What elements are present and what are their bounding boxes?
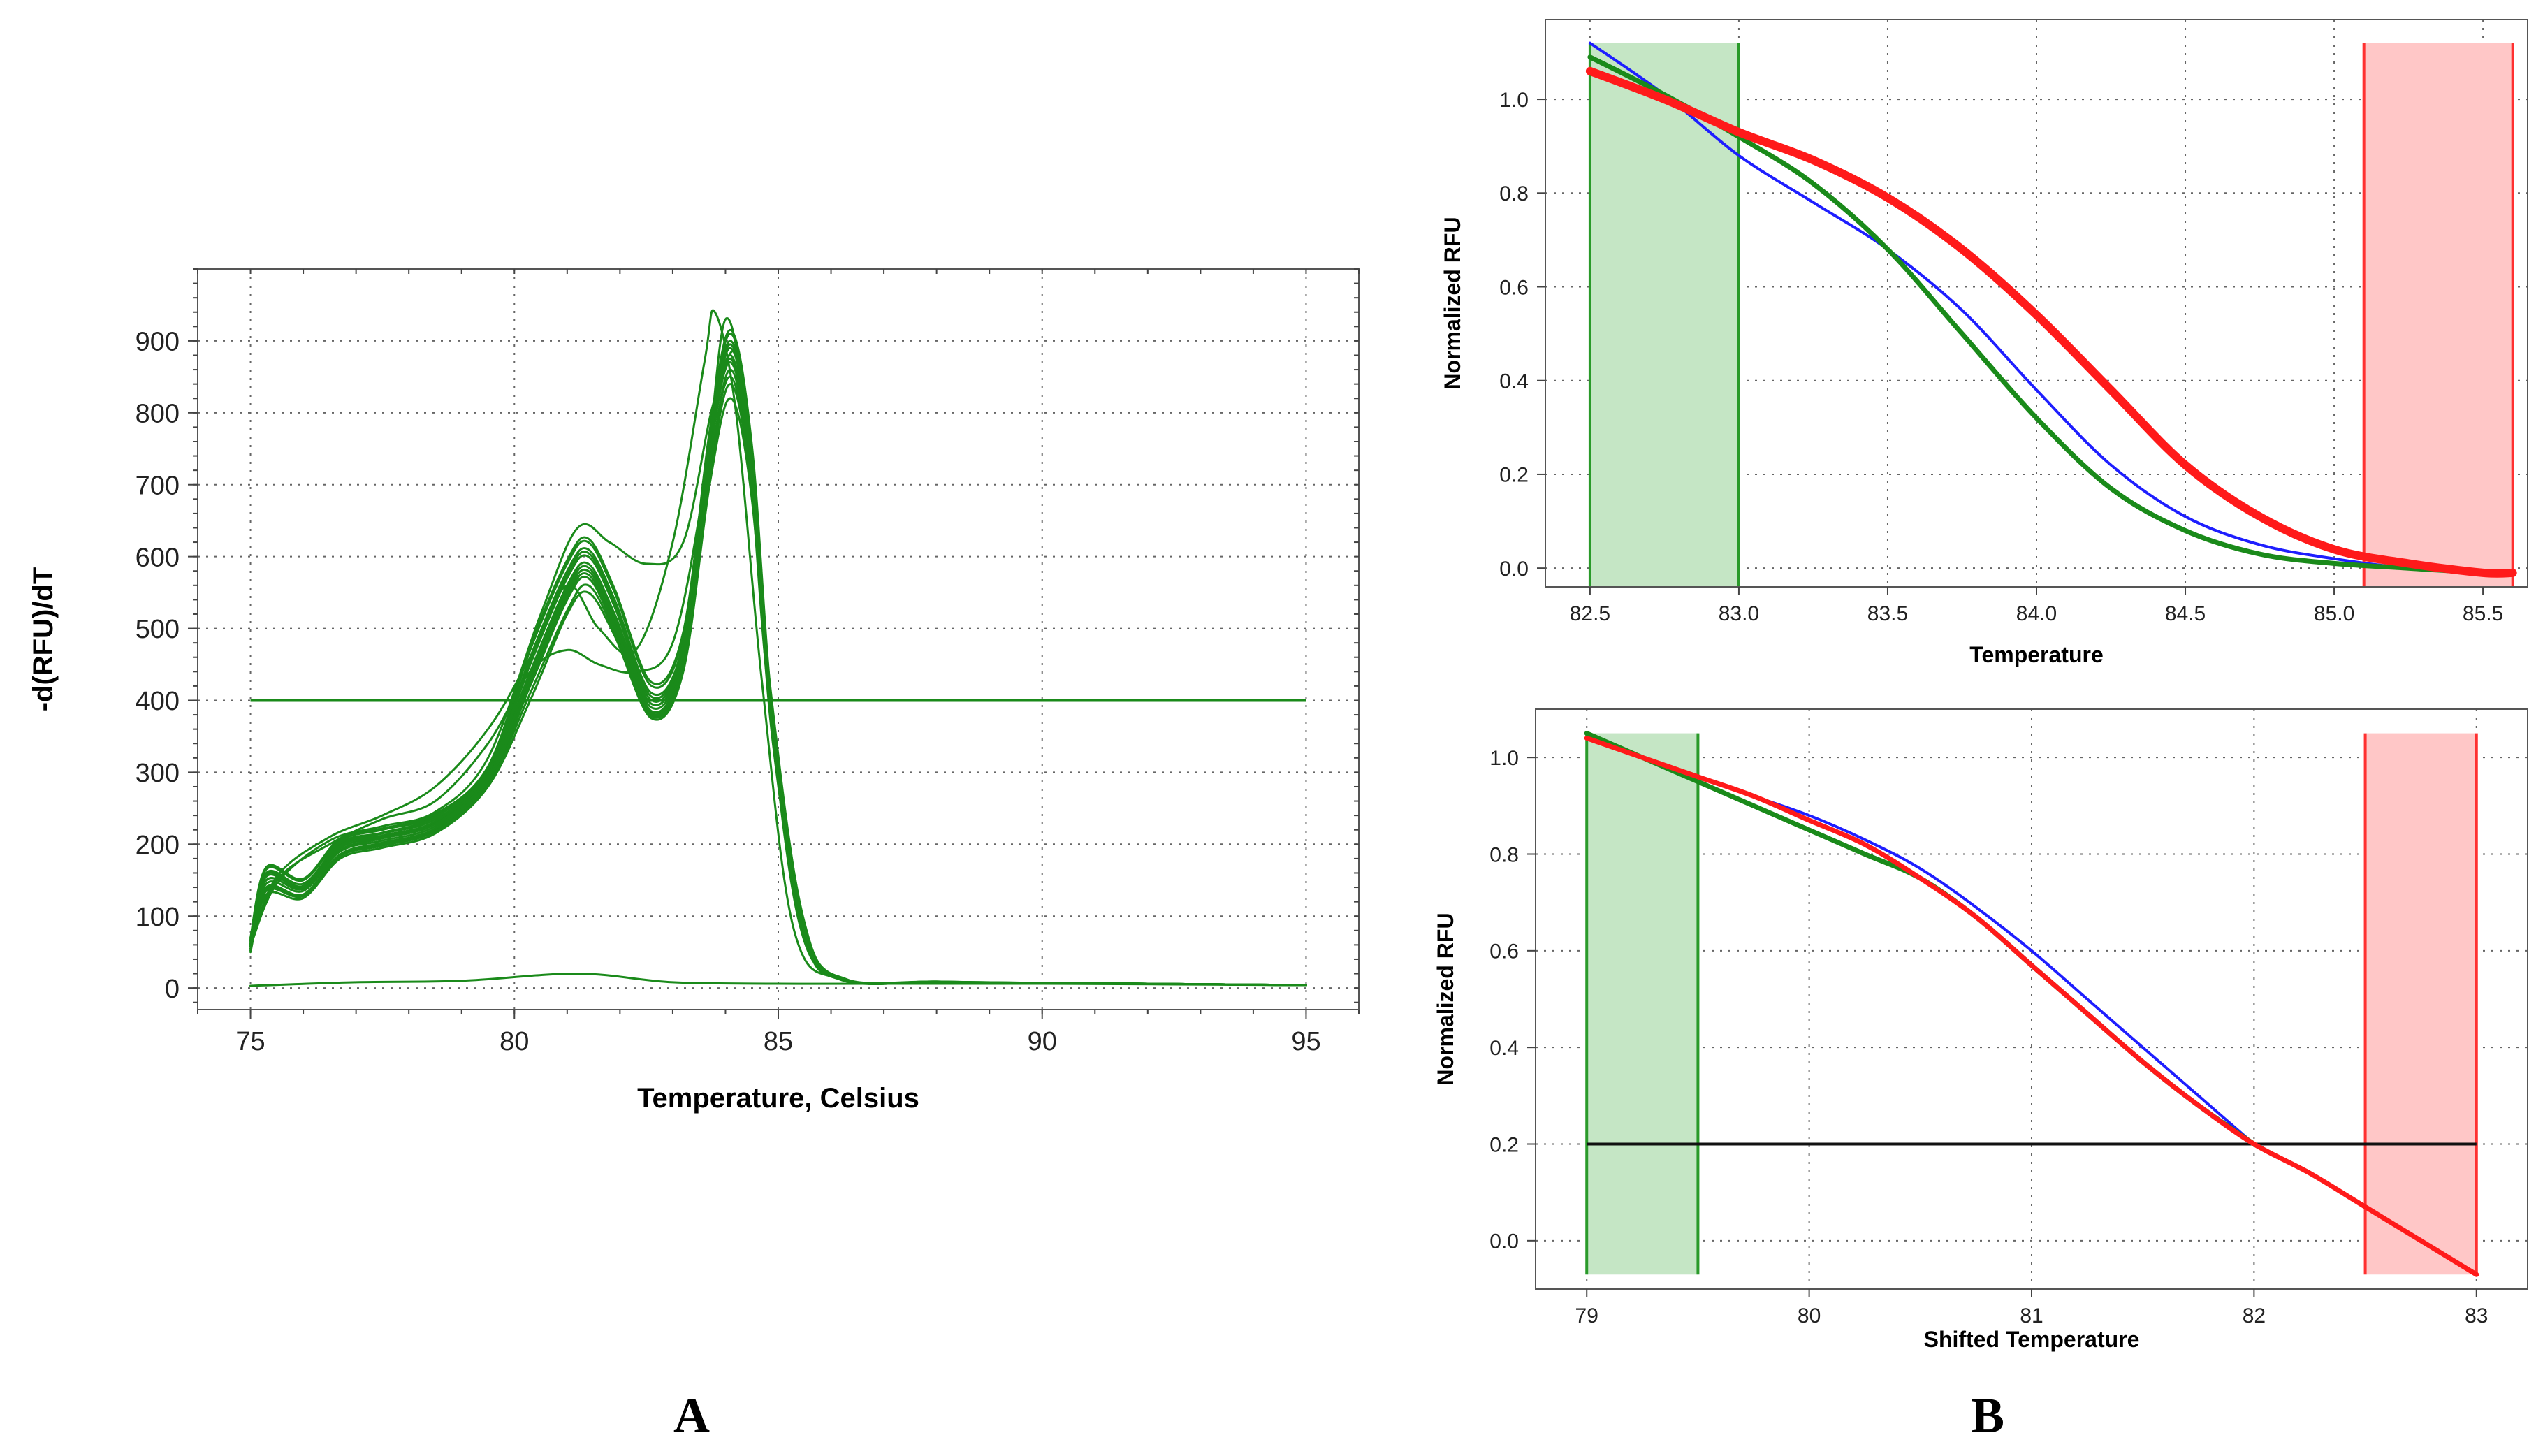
chart-b-bottom-y-axis-title: Normalized RFU: [1433, 912, 1458, 1085]
chart-a-y-tick-label: 0: [165, 975, 180, 1004]
chart-b-bottom-y-tick-label: 1.0: [1489, 747, 1519, 770]
chart-a-x-axis-title: Temperature, Celsius: [637, 1083, 919, 1114]
chart-b-top-y-tick-label: 0.2: [1499, 464, 1529, 487]
chart-b-top-x-tick-label: 85.0: [2314, 602, 2354, 625]
panel-label-b: B: [1971, 1388, 2004, 1443]
chart-b-bottom-y-tick-label: 0.2: [1489, 1133, 1519, 1156]
chart-b-bottom-x-axis-title: Shifted Temperature: [1924, 1327, 2140, 1352]
chart-a-series-sample-16: [249, 972, 1307, 987]
chart-a-derivative-melt-curve: 75 80 85 90 95 0 100 200 300 400 500 600 700 800 900 T…: [28, 268, 1360, 1114]
chart-b-top-series-green: [1587, 54, 2516, 576]
chart-b-bottom-y-tick-label: 0.0: [1489, 1230, 1519, 1253]
chart-a-x-tick-label: 75: [235, 1027, 265, 1056]
chart-b-top-x-tick-label: 82.5: [1570, 602, 1610, 625]
chart-a-y-tick-label: 800: [136, 400, 180, 429]
chart-b-top-y-axis-title: Normalized RFU: [1440, 217, 1465, 389]
chart-b-top-x-tick-label: 83.5: [1867, 602, 1908, 625]
chart-a-y-tick-label: 400: [136, 687, 180, 716]
chart-b-top-y-tick-label: 0.6: [1499, 276, 1529, 299]
chart-b-bottom-y-tick-label: 0.4: [1489, 1037, 1519, 1060]
chart-a-x-tick-label: 95: [1291, 1027, 1320, 1056]
chart-b-bottom-y-tick-label: 0.8: [1489, 843, 1519, 866]
chart-a-ticks: [188, 268, 1360, 1019]
chart-b-top-y-tick-label: 0.8: [1499, 182, 1529, 205]
chart-b-top-y-tick-label: 1.0: [1499, 89, 1529, 112]
chart-b-top-ticks: [1537, 99, 2484, 595]
chart-b-bottom-y-tick-label: 0.6: [1489, 940, 1519, 963]
chart-b-bottom-x-tick-label: 83: [2465, 1304, 2488, 1327]
chart-b-top-x-tick-label: 83.0: [1719, 602, 1759, 625]
chart-b-bottom-x-tick-label: 82: [2243, 1304, 2266, 1327]
chart-a-y-tick-label: 300: [136, 759, 180, 788]
chart-b-top-tick-labels: 82.5 83.0 83.5 84.0 84.5 85.0 85.5 0.0 0.2 0.4 0.6…: [1499, 89, 2503, 625]
chart-a-x-tick-label: 90: [1028, 1027, 1057, 1056]
chart-b-bottom-x-tick-label: 81: [2020, 1304, 2043, 1327]
chart-b-bottom-tick-labels: 79 80 81 82 83 0.0 0.2 0.4 0.6 0.8 1.0: [1489, 747, 2488, 1327]
chart-a-y-tick-label: 700: [136, 471, 180, 500]
chart-b-top-y-tick-label: 0.0: [1499, 558, 1529, 581]
chart-b-top-region-post-melt: [2363, 43, 2513, 588]
chart-a-y-tick-label: 200: [136, 831, 180, 860]
chart-b-bottom-regions: [1585, 733, 2478, 1275]
chart-a-tick-labels: 75 80 85 90 95 0 100 200 300 400 500 600 700 800 900: [136, 328, 1321, 1056]
chart-b-top-region-pre-melt: [1589, 43, 1739, 588]
chart-b-top-x-tick-label: 84.5: [2165, 602, 2206, 625]
chart-b-bottom-shifted-melt: 79 80 81 82 83 0.0 0.2 0.4 0.6 0.8 1.0 Shifted Tem…: [1433, 708, 2528, 1352]
chart-a-y-tick-label: 600: [136, 543, 180, 572]
chart-b-bottom-x-tick-label: 79: [1575, 1304, 1598, 1327]
chart-b-top-series: [1585, 41, 2517, 578]
chart-a-x-tick-label: 85: [764, 1027, 793, 1056]
chart-a-y-axis-title: -d(RFU)/dT: [28, 567, 59, 712]
chart-b-top-x-tick-label: 84.0: [2016, 602, 2057, 625]
chart-b-top-x-tick-label: 85.5: [2463, 602, 2503, 625]
chart-b-bottom-region-pre-melt: [1587, 733, 1698, 1275]
chart-b-bottom-ticks: [1527, 757, 2477, 1297]
chart-a-series: [249, 309, 1307, 987]
chart-b-top-regions: [1588, 43, 2514, 588]
chart-b-top-x-axis-title: Temperature: [1969, 642, 2103, 667]
chart-b-bottom-region-post-melt: [2365, 733, 2477, 1275]
chart-b-bottom-series: [1584, 731, 2479, 1277]
chart-a-y-tick-label: 500: [136, 615, 180, 644]
chart-a-y-tick-label: 900: [136, 328, 180, 357]
chart-b-top-y-tick-label: 0.4: [1499, 370, 1529, 393]
chart-b-top-normalized-melt: 82.5 83.0 83.5 84.0 84.5 85.0 85.5 0.0 0.2 0.4 0.6…: [1440, 19, 2528, 667]
chart-b-top-series-red: [1585, 66, 2517, 578]
panel-label-a: A: [673, 1388, 710, 1443]
chart-a-x-tick-label: 80: [500, 1027, 529, 1056]
chart-b-bottom-series-red: [1584, 736, 2479, 1277]
chart-a-y-tick-label: 100: [136, 903, 180, 932]
chart-b-bottom-x-tick-label: 80: [1798, 1304, 1821, 1327]
